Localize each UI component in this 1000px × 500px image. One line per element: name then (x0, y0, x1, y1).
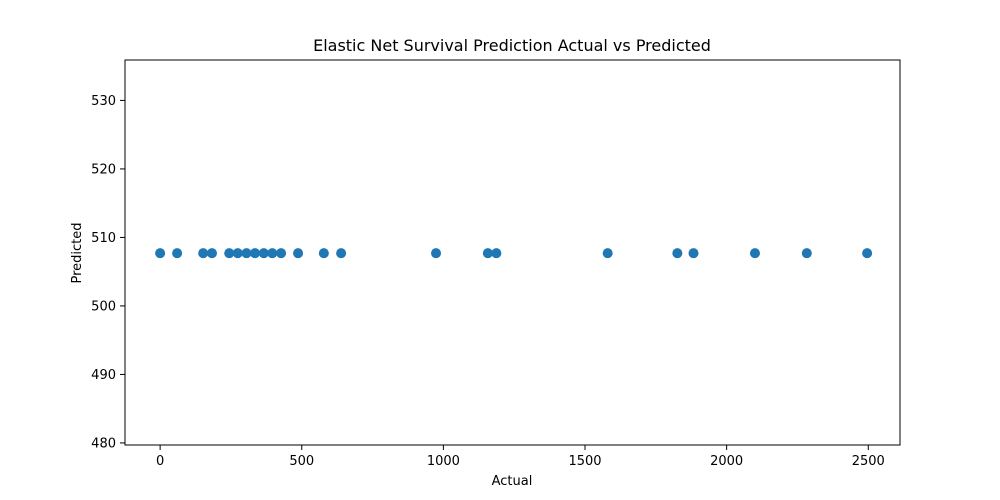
data-point-12 (318, 248, 329, 259)
data-point-2 (198, 248, 209, 259)
x-tick-label-5: 2500 (852, 454, 885, 469)
data-point-20 (749, 248, 760, 259)
data-point-13 (336, 248, 347, 259)
y-tick-label-2: 500 (91, 299, 116, 314)
ticks-layer: 0 500 1000 1500 2000 2500 480 490 500 510 520 530 (91, 94, 885, 469)
data-point-18 (672, 248, 683, 259)
data-point-1 (172, 248, 183, 259)
data-point-17 (602, 248, 613, 259)
data-point-19 (688, 248, 699, 259)
x-tick-label-4: 2000 (710, 454, 743, 469)
data-point-6 (241, 248, 252, 259)
x-tick-label-2: 1000 (427, 454, 460, 469)
y-tick-label-0: 480 (91, 436, 116, 451)
data-point-11 (293, 248, 304, 259)
plot-frame (124, 59, 901, 446)
data-point-15 (482, 248, 493, 259)
y-tick-label-4: 520 (91, 162, 116, 177)
data-point-10 (276, 248, 287, 259)
data-point-14 (431, 248, 442, 259)
data-point-4 (224, 248, 235, 259)
y-tick-label-5: 530 (91, 94, 116, 109)
data-point-22 (862, 248, 873, 259)
data-point-21 (801, 248, 812, 259)
x-tick-label-1: 500 (289, 454, 314, 469)
data-point-9 (267, 248, 278, 259)
x-tick-label-0: 0 (156, 454, 164, 469)
y-tick-label-1: 490 (91, 368, 116, 383)
y-axis-label: Predicted (70, 222, 85, 283)
data-point-7 (250, 248, 261, 259)
y-tick-label-3: 510 (91, 231, 116, 246)
data-point-5 (232, 248, 243, 259)
x-axis-label: Actual (492, 474, 533, 489)
x-tick-label-3: 1500 (568, 454, 601, 469)
points-layer (155, 248, 873, 259)
data-point-0 (155, 248, 166, 259)
data-point-3 (206, 248, 217, 259)
data-point-16 (491, 248, 502, 259)
chart-title: Elastic Net Survival Prediction Actual v… (313, 36, 711, 55)
data-point-8 (258, 248, 269, 259)
